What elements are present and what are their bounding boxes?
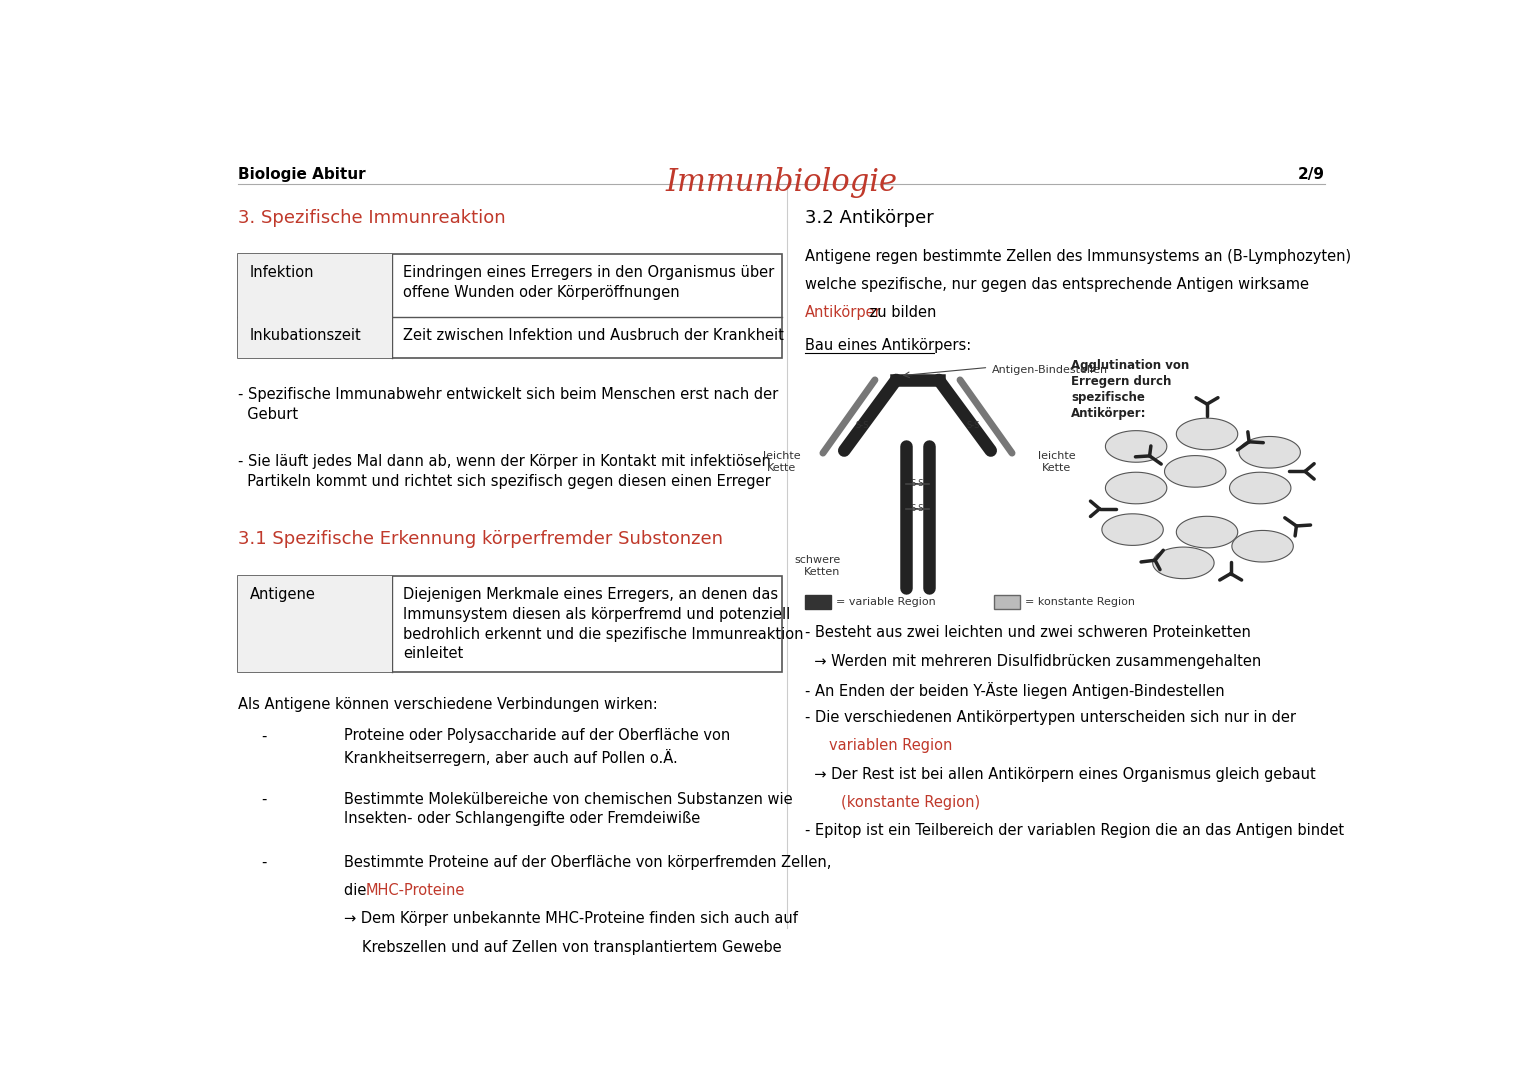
Text: Immunbiologie: Immunbiologie bbox=[665, 167, 898, 198]
Text: S-S: S-S bbox=[910, 504, 924, 513]
Text: → Der Rest ist bei allen Antikörpern eines Organismus gleich gebaut: → Der Rest ist bei allen Antikörpern ein… bbox=[805, 767, 1316, 782]
Polygon shape bbox=[1103, 514, 1164, 545]
Text: - Besteht aus zwei leichten und zwei schweren Proteinketten: - Besteht aus zwei leichten und zwei sch… bbox=[805, 625, 1250, 640]
Text: S-S: S-S bbox=[856, 421, 869, 430]
Polygon shape bbox=[1106, 472, 1167, 503]
Text: Infektion: Infektion bbox=[250, 266, 314, 280]
Text: Antigene regen bestimmte Zellen des Immunsystems an (B-Lymphozyten): Antigene regen bestimmte Zellen des Immu… bbox=[805, 248, 1351, 264]
Text: Krebszellen und auf Zellen von transplantiertem Gewebe: Krebszellen und auf Zellen von transplan… bbox=[361, 940, 782, 955]
Polygon shape bbox=[1165, 456, 1226, 487]
Text: leichte
Kette: leichte Kette bbox=[1039, 450, 1075, 473]
FancyBboxPatch shape bbox=[238, 316, 392, 359]
Text: = konstante Region: = konstante Region bbox=[1025, 597, 1135, 607]
Text: Antigene: Antigene bbox=[250, 588, 316, 602]
Text: variablen Region: variablen Region bbox=[830, 739, 952, 754]
FancyBboxPatch shape bbox=[805, 595, 831, 609]
Text: MHC-Proteine: MHC-Proteine bbox=[364, 883, 465, 899]
Text: Als Antigene können verschiedene Verbindungen wirken:: Als Antigene können verschiedene Verbind… bbox=[238, 697, 657, 712]
Text: Biologie Abitur: Biologie Abitur bbox=[238, 167, 366, 183]
Text: Diejenigen Merkmale eines Erregers, an denen das
Immunsystem diesen als körperfr: Diejenigen Merkmale eines Erregers, an d… bbox=[403, 588, 804, 661]
Text: - Sie läuft jedes Mal dann ab, wenn der Körper in Kontakt mit infektiösen
  Part: - Sie läuft jedes Mal dann ab, wenn der … bbox=[238, 454, 770, 489]
Text: Antigen-Bindestellen: Antigen-Bindestellen bbox=[991, 365, 1109, 375]
Text: 3.2 Antikörper: 3.2 Antikörper bbox=[805, 208, 933, 227]
FancyBboxPatch shape bbox=[238, 576, 392, 672]
Text: - Epitop ist ein Teilbereich der variablen Region die an das Antigen bindet: - Epitop ist ein Teilbereich der variabl… bbox=[805, 823, 1345, 838]
Polygon shape bbox=[1238, 436, 1301, 468]
Text: Proteine oder Polysaccharide auf der Oberfläche von
Krankheitserregern, aber auc: Proteine oder Polysaccharide auf der Obe… bbox=[345, 728, 730, 766]
Polygon shape bbox=[1106, 431, 1167, 462]
Text: = variable Region: = variable Region bbox=[836, 597, 936, 607]
Text: → Werden mit mehreren Disulfidbrücken zusammengehalten: → Werden mit mehreren Disulfidbrücken zu… bbox=[805, 653, 1261, 669]
Text: Bau eines Antikörpers:: Bau eines Antikörpers: bbox=[805, 338, 971, 353]
Text: Eindringen eines Erregers in den Organismus über
offene Wunden oder Körperöffnun: Eindringen eines Erregers in den Organis… bbox=[403, 266, 775, 300]
Text: 2/9: 2/9 bbox=[1298, 167, 1325, 183]
Text: welche spezifische, nur gegen das entsprechende Antigen wirksame: welche spezifische, nur gegen das entspr… bbox=[805, 276, 1308, 292]
Text: → Dem Körper unbekannte MHC-Proteine finden sich auch auf: → Dem Körper unbekannte MHC-Proteine fin… bbox=[345, 912, 798, 927]
Polygon shape bbox=[1232, 530, 1293, 562]
Text: -: - bbox=[262, 854, 267, 869]
Text: -: - bbox=[262, 728, 267, 743]
Text: Agglutination von
Erregern durch
spezifische
Antikörper:: Agglutination von Erregern durch spezifi… bbox=[1071, 360, 1190, 420]
Text: Zeit zwischen Infektion und Ausbruch der Krankheit: Zeit zwischen Infektion und Ausbruch der… bbox=[403, 327, 784, 342]
Text: zu bilden: zu bilden bbox=[865, 305, 936, 320]
Polygon shape bbox=[1176, 418, 1238, 449]
Text: die: die bbox=[345, 883, 371, 899]
Text: 3. Spezifische Immunreaktion: 3. Spezifische Immunreaktion bbox=[238, 208, 505, 227]
Text: - Die verschiedenen Antikörpertypen unterscheiden sich nur in der: - Die verschiedenen Antikörpertypen unte… bbox=[805, 710, 1296, 725]
Text: leichte
Kette: leichte Kette bbox=[762, 450, 801, 473]
FancyBboxPatch shape bbox=[238, 576, 781, 672]
Polygon shape bbox=[1176, 516, 1238, 548]
Text: Bestimmte Molekülbereiche von chemischen Substanzen wie
Insekten- oder Schlangen: Bestimmte Molekülbereiche von chemischen… bbox=[345, 792, 793, 826]
Text: (konstante Region): (konstante Region) bbox=[840, 795, 979, 810]
Text: - Spezifische Immunabwehr entwickelt sich beim Menschen erst nach der
  Geburt: - Spezifische Immunabwehr entwickelt sic… bbox=[238, 388, 778, 422]
Text: 3.1 Spezifische Erkennung körperfremder Substonzen: 3.1 Spezifische Erkennung körperfremder … bbox=[238, 530, 723, 549]
Text: schwere
Ketten: schwere Ketten bbox=[795, 554, 840, 577]
Polygon shape bbox=[1229, 472, 1292, 503]
Polygon shape bbox=[1153, 548, 1214, 579]
FancyBboxPatch shape bbox=[238, 255, 781, 359]
Text: Inkubationszeit: Inkubationszeit bbox=[250, 327, 361, 342]
Text: Antikörper: Antikörper bbox=[805, 305, 881, 320]
Text: -: - bbox=[262, 792, 267, 807]
Text: S-S: S-S bbox=[967, 421, 979, 430]
Text: - An Enden der beiden Y-Äste liegen Antigen-Bindestellen: - An Enden der beiden Y-Äste liegen Anti… bbox=[805, 681, 1225, 699]
FancyBboxPatch shape bbox=[994, 595, 1020, 609]
Text: S-S: S-S bbox=[910, 480, 924, 488]
FancyBboxPatch shape bbox=[238, 255, 392, 316]
Text: Bestimmte Proteine auf der Oberfläche von körperfremden Zellen,: Bestimmte Proteine auf der Oberfläche vo… bbox=[345, 854, 831, 869]
